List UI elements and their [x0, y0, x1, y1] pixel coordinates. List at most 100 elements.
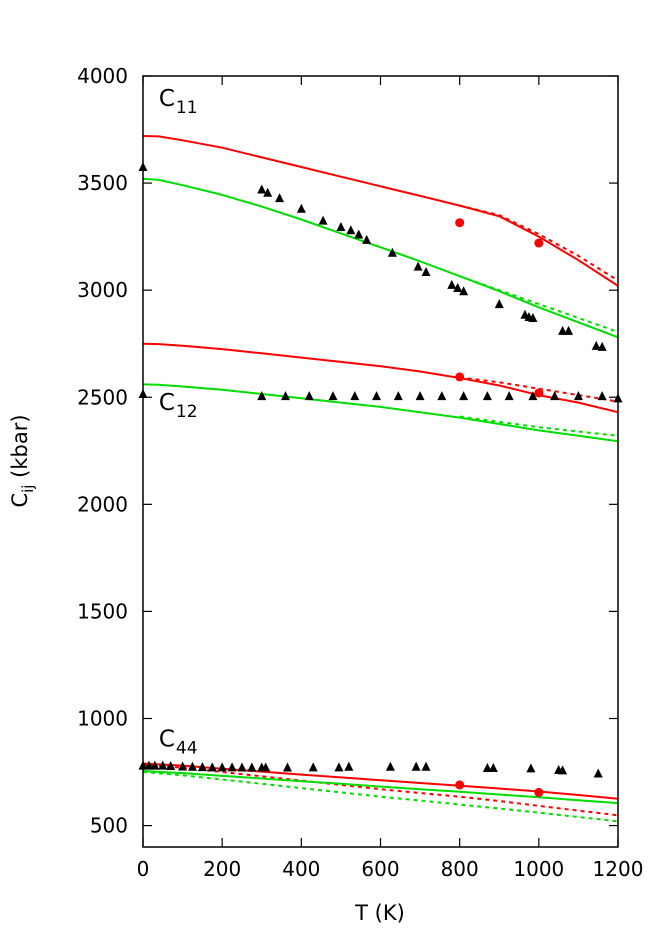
points-group [138, 162, 623, 797]
data-point-triangle [488, 762, 498, 772]
series-dotted-line-3 [459, 275, 619, 333]
data-point-triangle [281, 391, 290, 401]
panel-label-main: C [159, 390, 175, 416]
data-point-triangle [597, 391, 607, 401]
data-point-triangle [528, 313, 538, 323]
data-point-triangle [362, 234, 372, 244]
data-point-triangle [144, 760, 154, 770]
data-point-triangle [237, 762, 247, 772]
data-point-triangle [411, 761, 421, 771]
data-point-triangle [346, 225, 356, 235]
data-point-triangle [564, 325, 574, 335]
series-line-6 [142, 383, 619, 443]
data-point-circle [455, 218, 465, 228]
data-point-triangle [257, 391, 267, 401]
x-tick-label: 1200 [593, 857, 644, 881]
data-point-triangle [308, 762, 318, 772]
ticks-group: 0 200 400 600 800 1000 1200 500 1000 1500 2000 2500… [77, 64, 643, 881]
data-point-circle [455, 372, 465, 382]
data-point-triangle [494, 299, 504, 309]
y-axis-label-main: C [8, 493, 32, 508]
x-tick-label: 1000 [513, 857, 564, 881]
series-group [142, 135, 619, 823]
panel-label-c11: C11 [159, 86, 198, 118]
data-point-triangle [459, 391, 469, 401]
data-point-triangle [593, 768, 603, 778]
data-point-triangle [504, 391, 514, 401]
data-point-circle [534, 238, 544, 248]
data-point-triangle [447, 279, 457, 289]
data-point-triangle [178, 761, 188, 771]
y-tick-label: 2500 [77, 385, 128, 409]
data-point-triangle [158, 760, 168, 770]
data-point-triangle [296, 203, 306, 213]
data-point-triangle [573, 391, 583, 401]
data-point-circle [455, 780, 465, 790]
data-point-triangle [415, 391, 425, 401]
y-axis-label-unit: (kbar) [8, 414, 32, 484]
x-tick-label: 800 [441, 857, 479, 881]
data-point-circle [534, 787, 544, 797]
series-line-10 [142, 770, 619, 805]
data-point-triangle [350, 391, 360, 401]
data-point-triangle [344, 761, 354, 771]
data-point-triangle [187, 761, 197, 771]
data-point-triangle [150, 760, 160, 770]
panel-label-sub: 12 [176, 402, 198, 422]
data-point-triangle [421, 761, 431, 771]
data-point-triangle [217, 762, 227, 772]
data-point-triangle [413, 261, 423, 271]
data-point-triangle [526, 763, 536, 773]
series-dotted-line-7 [459, 415, 619, 437]
data-point-triangle [372, 391, 382, 401]
data-point-triangle [336, 221, 346, 231]
data-point-triangle [304, 391, 314, 401]
series-dotted-line-1 [459, 204, 619, 282]
series-line-4 [142, 342, 619, 414]
data-point-triangle [354, 229, 364, 239]
series-line-2 [142, 177, 619, 339]
panel-label-sub: 44 [176, 738, 198, 758]
panel-label-c12: C12 [159, 390, 198, 422]
data-point-triangle [393, 391, 403, 401]
x-tick-label: 200 [203, 857, 241, 881]
data-point-triangle [282, 762, 292, 772]
panel-label-c44: C44 [159, 726, 198, 758]
data-point-triangle [261, 762, 271, 772]
data-point-triangle [421, 266, 431, 276]
y-tick-label: 4000 [77, 64, 128, 88]
data-point-triangle [550, 391, 560, 401]
data-point-triangle [482, 762, 492, 772]
data-point-triangle [318, 215, 328, 225]
x-tick-label: 600 [361, 857, 399, 881]
panel-label-sub: 11 [176, 98, 198, 118]
data-point-triangle [459, 286, 469, 296]
x-axis-label: T (K) [354, 901, 405, 925]
y-tick-label: 500 [90, 814, 128, 838]
y-tick-label: 3000 [77, 278, 128, 302]
x-tick-label: 400 [282, 857, 320, 881]
data-point-triangle [558, 325, 568, 335]
data-point-triangle [385, 761, 395, 771]
panel-label-main: C [159, 726, 175, 752]
plot-frame [142, 75, 619, 848]
data-point-triangle [558, 765, 568, 775]
y-tick-label: 1500 [77, 599, 128, 623]
data-point-triangle [453, 283, 463, 293]
y-axis-label: Cij (kbar) [8, 414, 37, 507]
data-point-triangle [275, 193, 285, 203]
y-tick-label: 1000 [77, 707, 128, 731]
data-point-circle [534, 388, 544, 398]
data-point-triangle [437, 391, 447, 401]
data-point-triangle [263, 187, 273, 197]
data-point-triangle [387, 247, 397, 257]
x-tick-label: 0 [137, 857, 150, 881]
series-dotted-line-9 [142, 763, 619, 817]
data-point-triangle [207, 762, 217, 772]
data-point-triangle [257, 184, 267, 194]
data-point-triangle [197, 762, 207, 772]
data-point-triangle [528, 391, 538, 401]
data-point-triangle [247, 762, 257, 772]
data-point-triangle [227, 762, 237, 772]
